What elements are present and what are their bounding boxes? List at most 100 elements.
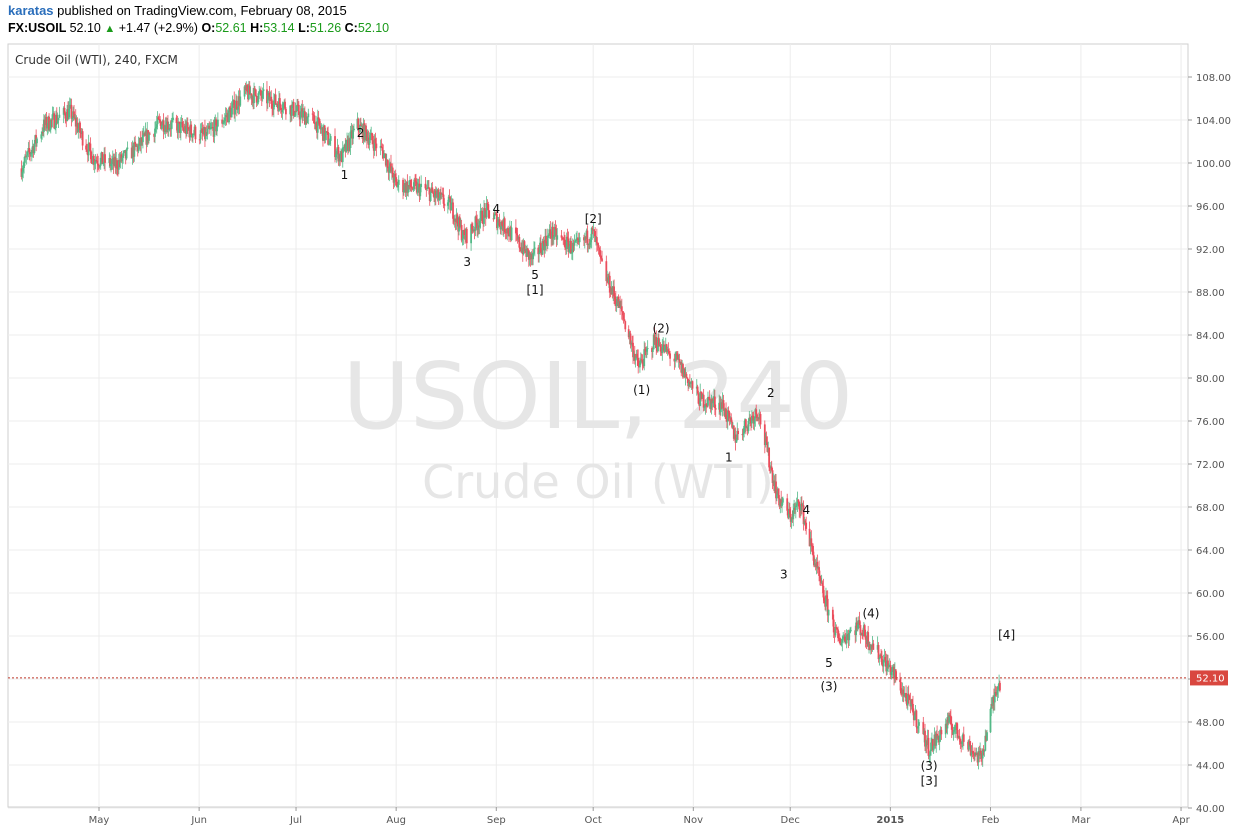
- candle: [181, 117, 184, 131]
- wave-label: (1): [633, 383, 650, 397]
- candle: [167, 115, 169, 137]
- candle: [319, 121, 322, 134]
- x-tick-label: Sep: [487, 815, 506, 826]
- candle: [986, 729, 988, 741]
- candle: [248, 81, 251, 95]
- candle: [539, 234, 542, 256]
- candle: [554, 220, 557, 231]
- candle: [485, 196, 488, 220]
- candle: [573, 234, 576, 251]
- candle: [614, 290, 617, 312]
- close-value: 52.10: [357, 21, 390, 35]
- candle: [928, 755, 931, 763]
- wave-label: [4]: [998, 628, 1015, 642]
- candle: [560, 230, 563, 241]
- candle: [878, 657, 881, 666]
- candle: [575, 232, 578, 243]
- candle: [213, 116, 216, 144]
- candle: [448, 189, 451, 199]
- open-label: O:: [201, 21, 216, 35]
- candle: [533, 241, 536, 257]
- candle: [565, 232, 568, 255]
- candle: [67, 101, 70, 120]
- candle: [952, 726, 955, 741]
- candle: [409, 179, 412, 192]
- candle: [744, 418, 747, 435]
- wave-label: [3]: [921, 774, 938, 788]
- candle: [949, 709, 952, 726]
- wave-label: 3: [780, 568, 788, 582]
- price-chart[interactable]: USOIL, 240 Crude Oil (WTI) 21435[1][2](2…: [0, 40, 1243, 839]
- candle: [819, 575, 822, 586]
- candle: [675, 351, 677, 361]
- y-tick-label: 68.00: [1196, 503, 1225, 514]
- candle: [756, 412, 758, 422]
- candle: [97, 155, 100, 170]
- candle: [302, 104, 305, 122]
- candle: [439, 189, 441, 205]
- y-tick-label: 92.00: [1196, 245, 1225, 256]
- candle: [571, 238, 574, 261]
- wave-label: 5: [531, 268, 539, 282]
- candle: [429, 191, 432, 203]
- candle: [87, 134, 90, 162]
- candle: [725, 402, 727, 422]
- candle: [624, 320, 627, 332]
- candle: [872, 639, 875, 650]
- candle: [958, 728, 961, 745]
- candle: [989, 707, 992, 734]
- candle: [663, 344, 666, 353]
- candle: [297, 101, 300, 118]
- candle: [327, 126, 330, 146]
- author-link[interactable]: karatas: [8, 3, 54, 18]
- candle: [426, 180, 429, 191]
- candle: [463, 223, 466, 236]
- y-tick-label: 88.00: [1196, 288, 1225, 299]
- candle: [375, 137, 378, 157]
- watermark-name: Crude Oil (WTI): [422, 455, 774, 509]
- wave-label: 2: [767, 386, 775, 400]
- low-label: L:: [298, 21, 310, 35]
- x-tick-label: Jun: [190, 815, 207, 826]
- candle: [523, 240, 526, 254]
- candle: [477, 218, 479, 238]
- candle: [271, 99, 274, 117]
- candle: [48, 113, 50, 132]
- candle: [284, 98, 286, 111]
- candle: [294, 102, 297, 118]
- candle: [24, 154, 26, 166]
- candle: [306, 116, 309, 124]
- candle: [391, 163, 394, 178]
- candle: [42, 114, 45, 138]
- candle: [802, 500, 805, 531]
- candle: [781, 496, 784, 505]
- candle: [850, 626, 852, 632]
- candle: [906, 686, 909, 711]
- candle: [416, 178, 419, 196]
- price-axis[interactable]: 108.00 104.00 100.00 96.00 92.00 88.00 84.00 80…: [1188, 73, 1231, 815]
- plot-area: [7, 43, 1189, 808]
- candle: [676, 351, 679, 360]
- candle: [894, 669, 897, 683]
- candle: [640, 353, 643, 361]
- time-axis[interactable]: May Jun Jul Aug Sep Oct Nov Dec 2015 Feb Mar Apr: [89, 807, 1191, 826]
- candle: [64, 111, 67, 124]
- high-value: 53.14: [263, 21, 295, 35]
- candle: [800, 496, 803, 515]
- candle: [601, 250, 603, 262]
- x-tick-label: 2015: [876, 815, 904, 826]
- candle: [94, 154, 97, 170]
- y-tick-label: 40.00: [1196, 804, 1225, 815]
- candle: [357, 117, 360, 136]
- candle: [167, 121, 170, 137]
- wave-label: 5: [825, 656, 833, 670]
- wave-label: 4: [803, 503, 811, 517]
- candle: [68, 97, 71, 118]
- candle: [431, 181, 434, 193]
- candle: [632, 335, 634, 364]
- candle: [623, 312, 626, 322]
- candle: [657, 333, 660, 347]
- candle: [713, 389, 716, 416]
- candle: [483, 200, 485, 227]
